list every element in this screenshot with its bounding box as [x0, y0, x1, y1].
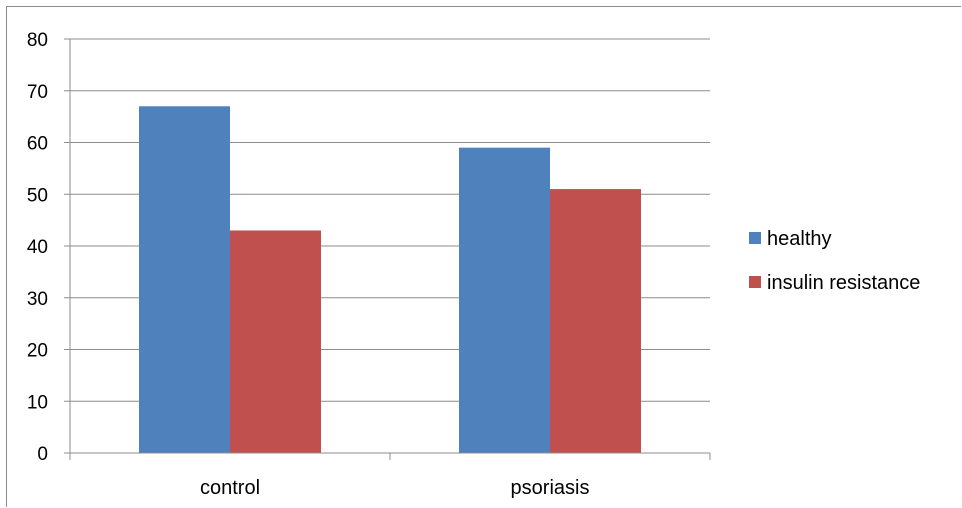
- bar-healthy-control: [139, 106, 230, 454]
- x-category-label: psoriasis: [511, 477, 590, 499]
- y-tick-label: 10: [27, 392, 48, 413]
- x-category-label: control: [200, 477, 260, 499]
- y-tick-label: 80: [27, 30, 48, 51]
- y-tick-label: 70: [27, 82, 48, 103]
- legend-swatch: [749, 276, 761, 288]
- y-tick-label: 20: [27, 341, 48, 362]
- x-category-labels: control psoriasis: [200, 477, 589, 499]
- legend-label: insulin resistance: [767, 272, 920, 294]
- bars: [139, 106, 641, 454]
- y-tick-label: 0: [37, 444, 48, 465]
- y-tick-label: 30: [27, 289, 48, 310]
- y-tick-label: 50: [27, 185, 48, 206]
- legend-label: healthy: [767, 228, 832, 250]
- y-tick-label: 40: [27, 237, 48, 258]
- bar-healthy-psoriasis: [459, 147, 550, 454]
- bar-insulin-resistance-control: [230, 230, 321, 453]
- axes: [64, 38, 711, 460]
- chart-frame: [6, 6, 961, 507]
- y-tick-labels: 0 10 20 30 40 50 60 70 80: [27, 30, 48, 465]
- legend: healthy insulin resistance: [749, 228, 920, 294]
- legend-swatch: [749, 232, 761, 244]
- y-tick-label: 60: [27, 134, 48, 155]
- bar-insulin-resistance-psoriasis: [550, 189, 641, 453]
